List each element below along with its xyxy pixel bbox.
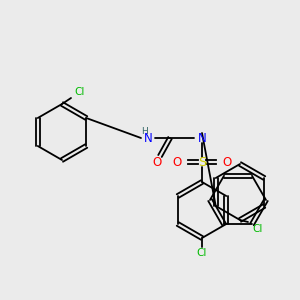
Text: O: O [152,155,162,169]
Text: N: N [198,131,206,145]
Text: Cl: Cl [75,87,85,97]
Text: O: O [172,155,182,169]
Text: O: O [222,155,232,169]
Text: H: H [141,128,147,136]
Text: Cl: Cl [253,224,263,234]
Text: Cl: Cl [197,248,207,258]
Text: N: N [144,131,152,145]
Text: S: S [198,155,206,169]
